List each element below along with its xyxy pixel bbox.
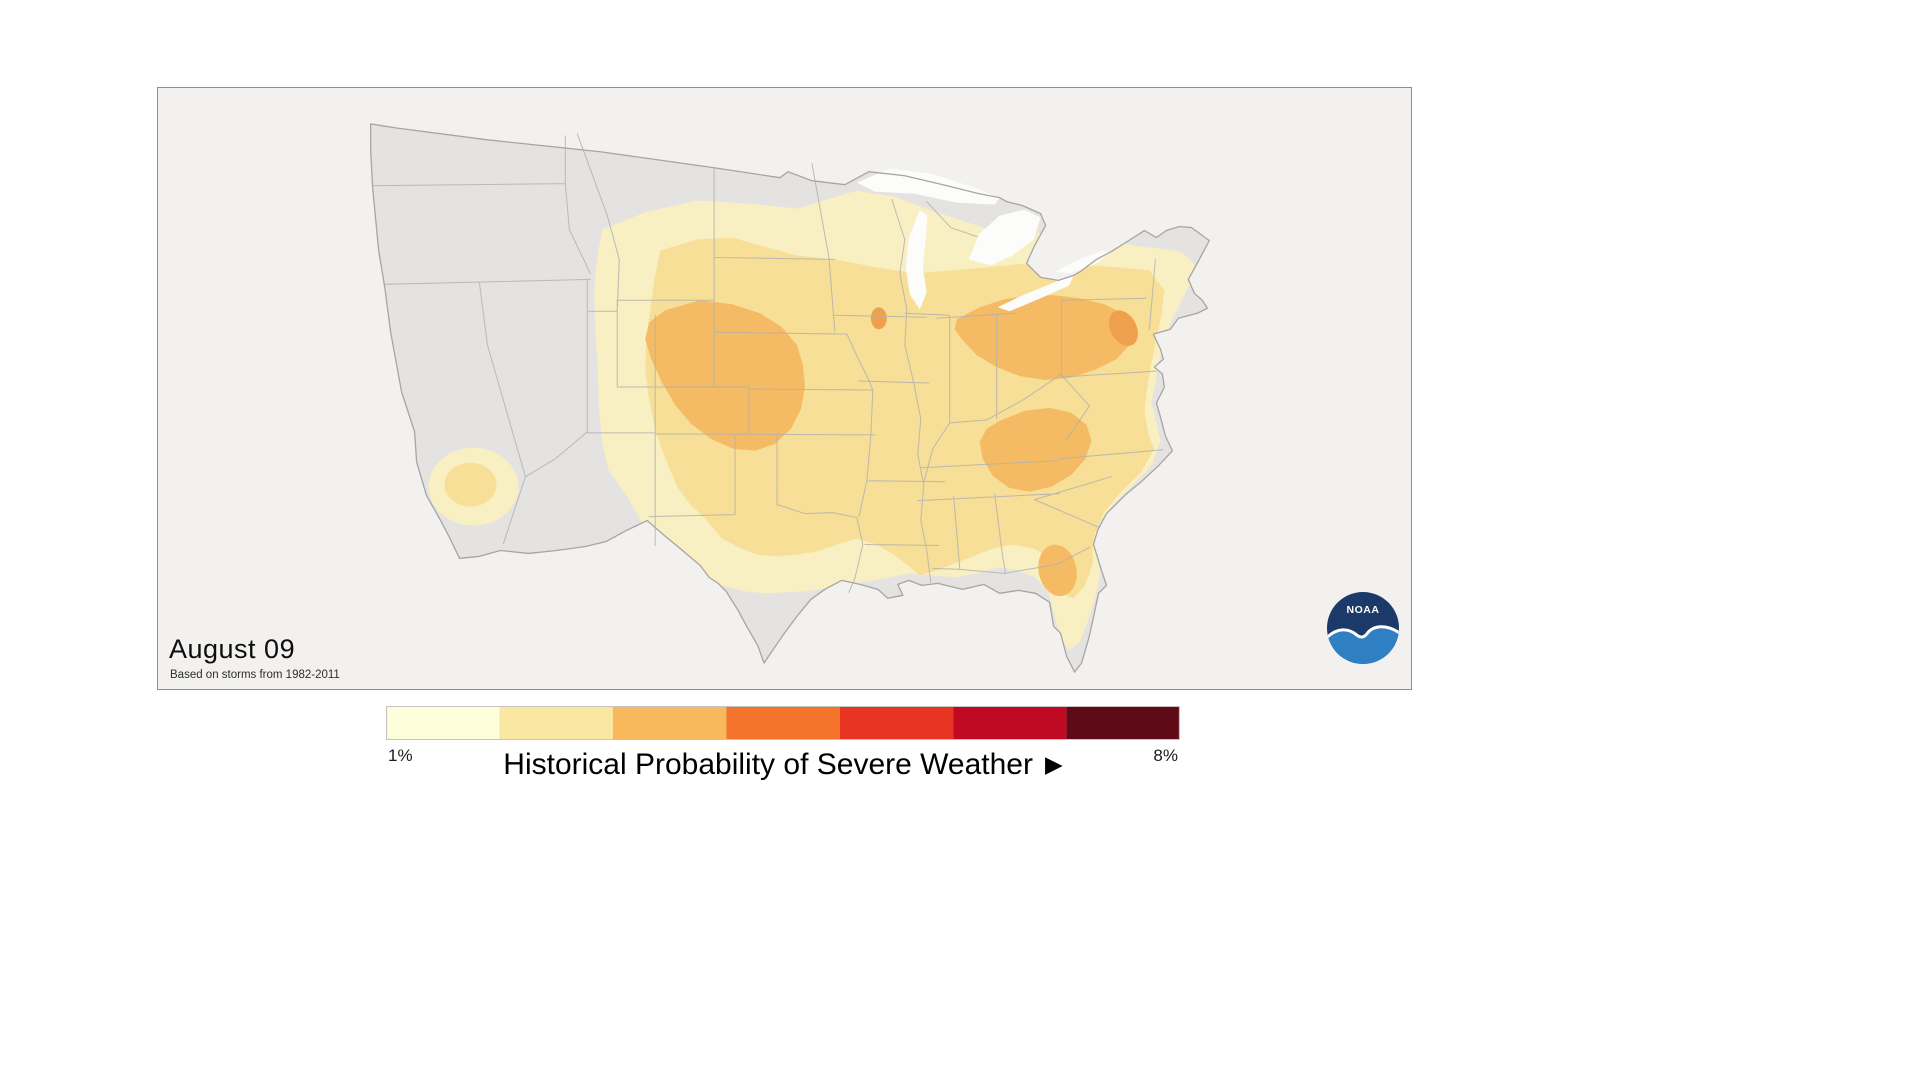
contour-level3-plains [645,300,805,451]
contour-level3-southeast [979,407,1092,492]
legend-swatch-4 [726,706,840,740]
us-outline [370,123,1210,673]
state-borders [372,133,1163,593]
contour-level4-illinois [870,307,887,330]
legend-color-scale [386,706,1180,740]
contour-arizona-inner [444,462,497,507]
legend-scale-border [386,706,1180,740]
legend-title: Historical Probability of Severe Weather… [386,748,1180,782]
date-label: August 09 [169,634,296,664]
legend-swatch-5 [839,706,954,740]
arrow-right-icon: ▶ [1044,751,1063,777]
lake-ontario [1055,250,1110,274]
noaa-logo-sea [1327,627,1399,664]
legend-swatch-3 [612,706,727,740]
contour-level3-ohio-valley [954,295,1134,381]
legend-title-text: Historical Probability of Severe Weather [503,748,1033,781]
lake-erie [997,275,1074,312]
lake-superior [856,168,1000,205]
legend-swatch-7 [1066,706,1180,740]
great-lakes [856,168,1110,312]
us-probability-map [158,88,1411,689]
probability-contours [428,190,1195,651]
lake-michigan [905,209,928,310]
map-panel: August 09 Based on storms from 1982-2011… [157,87,1412,690]
legend-swatch-1 [386,706,500,740]
legend: 1% 8% Historical Probability of Severe W… [386,706,1180,801]
legend-max-label: 8% [1153,746,1178,765]
noaa-gull-icon [1327,625,1399,639]
legend-swatch-6 [953,706,1067,740]
lake-huron [968,209,1041,266]
noaa-logo-text: NOAA [1347,604,1380,616]
noaa-logo: NOAA [1327,592,1399,664]
legend-swatch-2 [499,706,613,740]
source-note: Based on storms from 1982-2011 [170,669,340,681]
contour-level3-florida [1038,544,1077,597]
contour-level4-new-jersey [1108,310,1138,346]
legend-min-label: 1% [388,746,413,765]
